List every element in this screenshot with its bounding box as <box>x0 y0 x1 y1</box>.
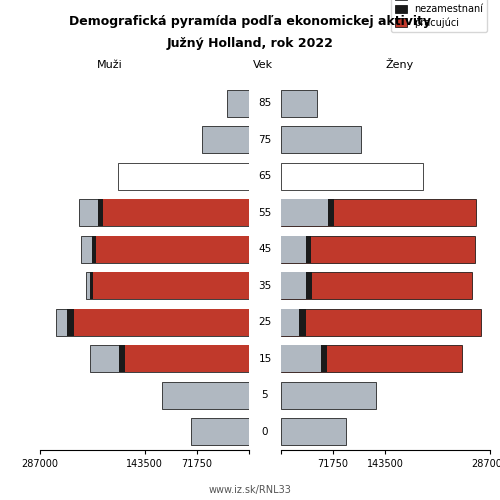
Bar <box>90 272 250 299</box>
Text: 0: 0 <box>262 427 268 437</box>
Text: 85: 85 <box>258 98 272 108</box>
Bar <box>280 272 306 299</box>
Bar <box>98 199 250 226</box>
Bar <box>280 345 328 372</box>
Bar <box>74 308 250 336</box>
Bar <box>280 236 312 263</box>
Bar <box>280 308 299 336</box>
Bar <box>80 199 249 226</box>
Text: 35: 35 <box>258 281 272 291</box>
Bar <box>202 126 250 154</box>
Bar <box>86 272 250 299</box>
Bar <box>56 308 250 336</box>
Bar <box>228 90 250 117</box>
Legend: neaktívni, nezamestnaní, pracujúci: neaktívni, nezamestnaní, pracujúci <box>391 0 487 32</box>
Bar <box>126 345 250 372</box>
Bar <box>280 199 328 226</box>
Bar <box>280 345 462 372</box>
Bar <box>104 199 250 226</box>
Text: Ženy: Ženy <box>386 58 414 70</box>
Bar <box>67 308 250 336</box>
Bar <box>280 272 312 299</box>
Text: 55: 55 <box>258 208 272 218</box>
Bar <box>280 126 361 154</box>
Bar <box>191 418 250 446</box>
Bar <box>162 382 250 409</box>
Bar <box>118 162 250 190</box>
Text: Demografická pyramída podľa ekonomickej aktivity: Demografická pyramída podľa ekonomickej … <box>69 15 431 28</box>
Bar <box>280 418 346 446</box>
Bar <box>280 272 472 299</box>
Bar <box>120 345 250 372</box>
Text: 45: 45 <box>258 244 272 254</box>
Bar <box>280 345 321 372</box>
Text: www.iz.sk/RNL33: www.iz.sk/RNL33 <box>208 484 292 494</box>
Bar <box>280 199 476 226</box>
Bar <box>280 162 423 190</box>
Text: 65: 65 <box>258 171 272 181</box>
Text: 5: 5 <box>262 390 268 400</box>
Bar <box>92 272 250 299</box>
Bar <box>280 382 376 409</box>
Text: 25: 25 <box>258 318 272 327</box>
Text: 15: 15 <box>258 354 272 364</box>
Text: Muži: Muži <box>97 60 123 70</box>
Bar <box>92 236 250 263</box>
Bar <box>280 199 334 226</box>
Text: Vek: Vek <box>252 60 272 70</box>
Bar <box>81 236 249 263</box>
Text: Južný Holland, rok 2022: Južný Holland, rok 2022 <box>166 38 334 51</box>
Bar <box>280 236 306 263</box>
Bar <box>90 345 250 372</box>
Bar <box>280 236 475 263</box>
Bar <box>280 308 306 336</box>
Bar <box>280 90 317 117</box>
Text: 75: 75 <box>258 134 272 145</box>
Bar <box>280 308 481 336</box>
Bar <box>96 236 250 263</box>
